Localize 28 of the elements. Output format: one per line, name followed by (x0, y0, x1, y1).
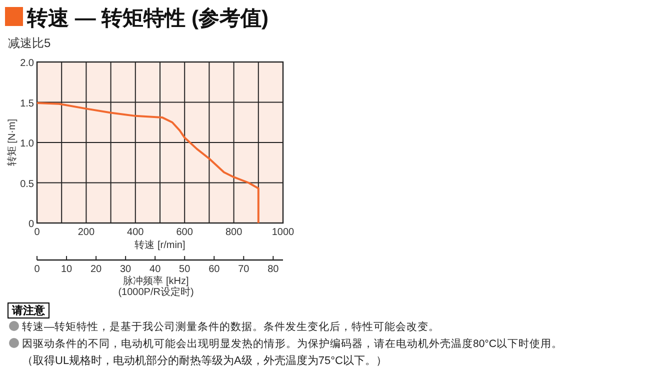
x2-tick-label: 60 (208, 264, 220, 275)
x-tick-label: 1000 (272, 227, 295, 238)
line-series (36, 102, 260, 224)
x-tick-label: 800 (225, 227, 243, 238)
text: （取得UL规格时，电动机部分的耐热等级为A级，外壳温度为75°C以下。） (22, 354, 387, 367)
x2-tick-label: 10 (60, 264, 73, 275)
chart-title: 转速 — 转矩特性 (参考值) (26, 6, 268, 30)
x-tick-label: 400 (127, 227, 144, 238)
x-axis-title: 转速 [r/min] (134, 239, 186, 251)
y-tick-label: 1.5 (20, 98, 34, 110)
text: 转速—转矩特性，是基于我公司测量条件的数据。条件发生变化后，特性可能会改变。 (22, 320, 440, 333)
x2-tick-label: 50 (179, 264, 191, 275)
x-tick-label: 200 (78, 227, 95, 238)
x2-tick-label: 30 (120, 264, 132, 275)
text: 请注意 (11, 304, 46, 317)
x2-tick-label: 40 (150, 264, 162, 275)
text: 因驱动条件的不同，电动机可能会出现明显发热的情形。为保护编码器，请在电动机外壳温度80°C以下时使用。 (22, 337, 562, 350)
y-axis-title: 转矩 [N·m] (6, 118, 18, 166)
x-tick-label: 600 (176, 227, 194, 238)
x2-tick-label: 20 (90, 264, 102, 275)
chart-subtitle: 减速比5 (8, 36, 51, 50)
x2-tick-label: 80 (268, 264, 280, 275)
x2-tick-label: 70 (238, 264, 250, 275)
y-tick-label: 0.5 (20, 178, 34, 190)
y-tick-label: 1.0 (20, 138, 34, 150)
x2-axis-title: 脉冲频率 [kHz] (1000P/R设定时) (118, 275, 194, 298)
y-tick-label: 2.0 (20, 58, 34, 69)
y-tick-label: 0 (28, 219, 34, 230)
